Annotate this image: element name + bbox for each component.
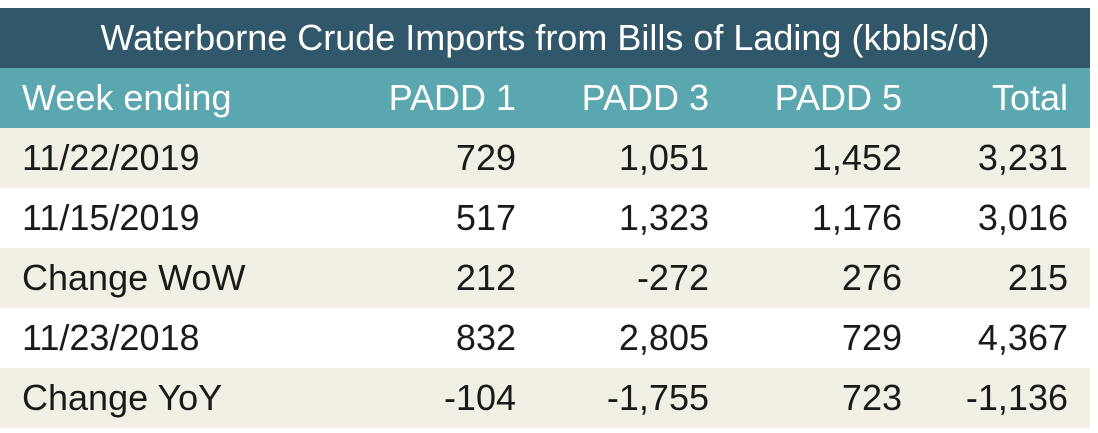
cell-total: 215 (1007, 257, 1068, 298)
cell-padd3: -272 (636, 257, 709, 298)
cell-padd3: 2,805 (618, 317, 709, 358)
cell-total: 3,016 (977, 197, 1068, 238)
row-label: 11/23/2018 (22, 317, 200, 358)
row-label: 11/15/2019 (22, 197, 200, 238)
table-row: 11/22/2019 729 1,051 1,452 3,231 (0, 128, 1090, 188)
cell-padd1: 832 (455, 317, 516, 358)
cell-padd5: 723 (841, 377, 902, 418)
header-padd1: PADD 1 (388, 77, 516, 118)
cell-padd1: 212 (455, 257, 516, 298)
header-row: Week ending PADD 1 PADD 3 PADD 5 Total (0, 68, 1090, 128)
cell-padd5: 276 (841, 257, 902, 298)
cell-padd5: 1,176 (811, 197, 902, 238)
header-padd5: PADD 5 (774, 77, 902, 118)
table-row: Change WoW 212 -272 276 215 (0, 248, 1090, 308)
table-row: 11/15/2019 517 1,323 1,176 3,016 (0, 188, 1090, 248)
table-title: Waterborne Crude Imports from Bills of L… (0, 8, 1090, 68)
cell-total: -1,136 (965, 377, 1068, 418)
cell-total: 4,367 (977, 317, 1068, 358)
top-strip (0, 0, 1090, 8)
cell-padd1: 517 (455, 197, 516, 238)
cell-padd1: -104 (443, 377, 516, 418)
row-label: Change YoY (22, 377, 223, 418)
row-label: 11/22/2019 (22, 137, 200, 178)
cell-total: 3,231 (977, 137, 1068, 178)
cell-padd5: 1,452 (811, 137, 902, 178)
row-label: Change WoW (22, 257, 246, 298)
header-week-ending: Week ending (22, 77, 232, 118)
header-total: Total (991, 77, 1068, 118)
cell-padd3: 1,323 (618, 197, 709, 238)
header-padd3: PADD 3 (581, 77, 709, 118)
cell-padd1: 729 (455, 137, 516, 178)
table-row: Change YoY -104 -1,755 723 -1,136 (0, 368, 1090, 428)
table-row: 11/23/2018 832 2,805 729 4,367 (0, 308, 1090, 368)
cell-padd3: 1,051 (618, 137, 709, 178)
cell-padd5: 729 (841, 317, 902, 358)
cell-padd3: -1,755 (606, 377, 709, 418)
